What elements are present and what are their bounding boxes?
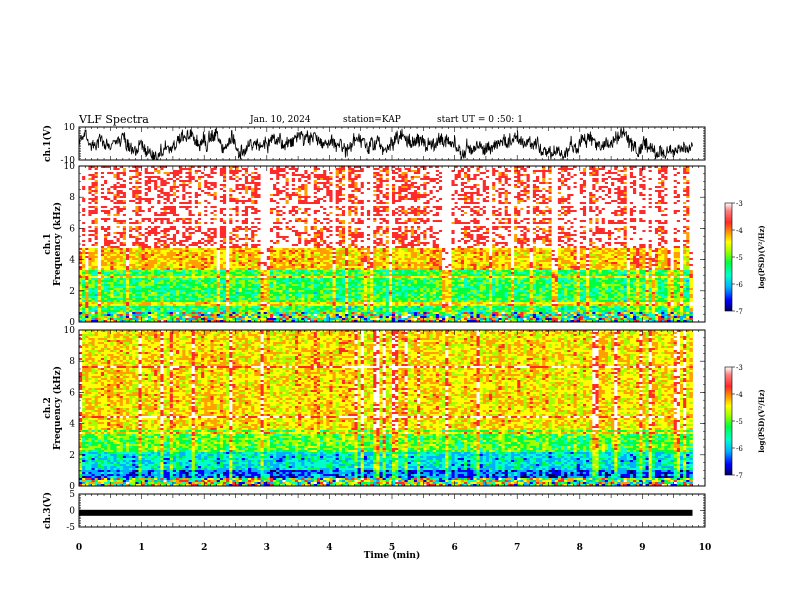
ch1-spectrogram bbox=[79, 166, 693, 322]
vlf-figure: 10-10ch.1(V)0246810ch.1 Frequency (kHz)02… bbox=[0, 0, 792, 612]
